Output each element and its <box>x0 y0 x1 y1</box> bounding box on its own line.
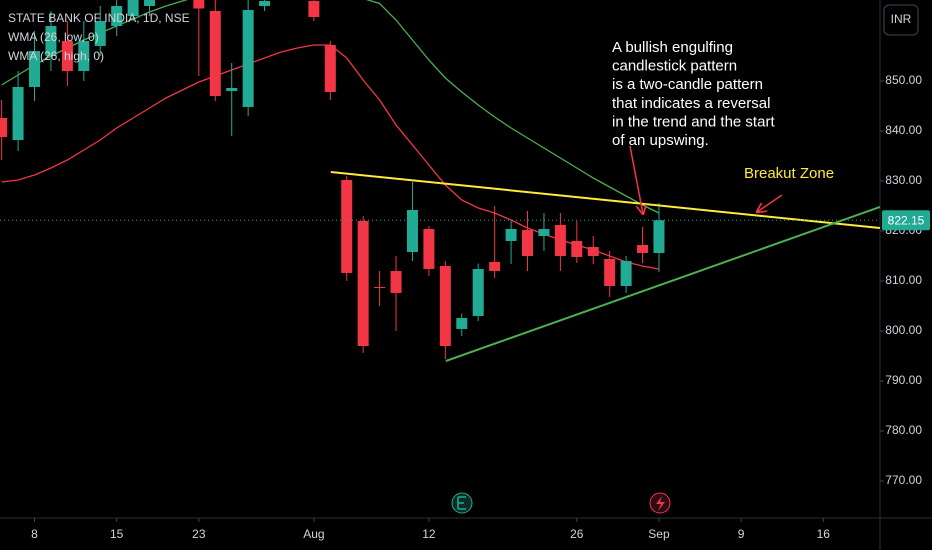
candle-body <box>571 241 583 257</box>
moving-average-line <box>1 0 660 214</box>
earnings-icon[interactable] <box>451 492 473 514</box>
y-tick-label: 830.00 <box>885 173 922 187</box>
candle-body <box>587 247 599 256</box>
candle-body <box>489 262 501 271</box>
x-tick-label: 23 <box>192 527 206 541</box>
y-tick-label: 800.00 <box>885 323 922 337</box>
candle-body <box>0 118 8 137</box>
annotation-text: that indicates a reversal <box>612 95 770 112</box>
candle-body <box>61 41 73 71</box>
y-tick-label: 790.00 <box>885 373 922 387</box>
candle-body <box>242 10 254 107</box>
icon-glyph[interactable] <box>656 496 665 511</box>
x-tick-label: Aug <box>303 527 324 541</box>
candle-body <box>505 229 517 241</box>
last-price-label: 822.15 <box>888 213 925 227</box>
candle-body <box>439 266 451 346</box>
candle-body <box>637 245 649 253</box>
icon-glyph[interactable] <box>457 496 466 510</box>
x-tick-label: Sep <box>648 527 670 541</box>
x-tick-label: 8 <box>31 527 38 541</box>
trendline <box>445 206 880 362</box>
x-tick-label: 15 <box>110 527 124 541</box>
x-tick-label: 16 <box>817 527 831 541</box>
annotation-text: of an upswing. <box>612 132 709 149</box>
annotation-text: Breakut Zone <box>744 165 834 182</box>
y-tick-label: 780.00 <box>885 423 922 437</box>
y-tick-label: 770.00 <box>885 473 922 487</box>
trendline <box>330 171 880 229</box>
y-tick-label: 810.00 <box>885 273 922 287</box>
candle-body <box>193 0 205 9</box>
annotation-arrow <box>629 145 643 214</box>
y-tick-label: 840.00 <box>885 123 922 137</box>
x-tick-label: 26 <box>570 527 584 541</box>
annotation-text: is a two-candle pattern <box>612 76 763 93</box>
currency-label[interactable]: INR <box>891 12 912 26</box>
candle-body <box>12 87 24 140</box>
legend-entry: WMA (26, high, 0) <box>8 49 104 63</box>
candle-body <box>390 271 402 293</box>
chart-title: STATE BANK OF INDIA, 1D, NSE <box>8 11 190 25</box>
plot-area <box>0 0 880 362</box>
x-tick-label: 12 <box>422 527 436 541</box>
currency-button[interactable] <box>883 4 919 36</box>
annotation-text: in the trend and the start <box>612 113 775 130</box>
candle-body <box>259 1 271 6</box>
candle-body <box>78 41 90 71</box>
candle-body <box>341 180 353 273</box>
candle-body <box>94 21 106 46</box>
candle-body <box>45 26 57 56</box>
candle-body <box>111 6 123 26</box>
candle-body <box>406 210 418 252</box>
annotation-text: A bullish engulfing <box>612 39 733 56</box>
candle-body <box>144 0 156 6</box>
candle-body <box>226 88 238 91</box>
legend-entry: WMA (26, low, 0) <box>8 30 99 44</box>
candle-body <box>653 220 665 253</box>
last-price-tag <box>882 210 930 231</box>
annotation-arrow <box>757 194 783 212</box>
candle-body <box>374 287 386 288</box>
candle-body <box>604 259 616 286</box>
candle-body <box>209 11 221 96</box>
candle-body <box>308 1 320 17</box>
candle-body <box>554 225 566 256</box>
dividend-icon[interactable] <box>649 492 671 514</box>
candle-body <box>522 230 534 256</box>
candle-body <box>324 45 336 92</box>
candle-body <box>538 229 550 236</box>
candle-body <box>456 318 468 329</box>
annotation-text: candlestick pattern <box>612 58 737 75</box>
candle-body <box>29 51 41 87</box>
x-tick-label: 9 <box>738 527 745 541</box>
y-tick-label: 850.00 <box>885 73 922 87</box>
candle-body <box>620 261 632 286</box>
candle-body <box>423 229 435 269</box>
candle-body <box>357 221 369 346</box>
candle-body <box>127 0 139 17</box>
candle-body <box>472 269 484 316</box>
